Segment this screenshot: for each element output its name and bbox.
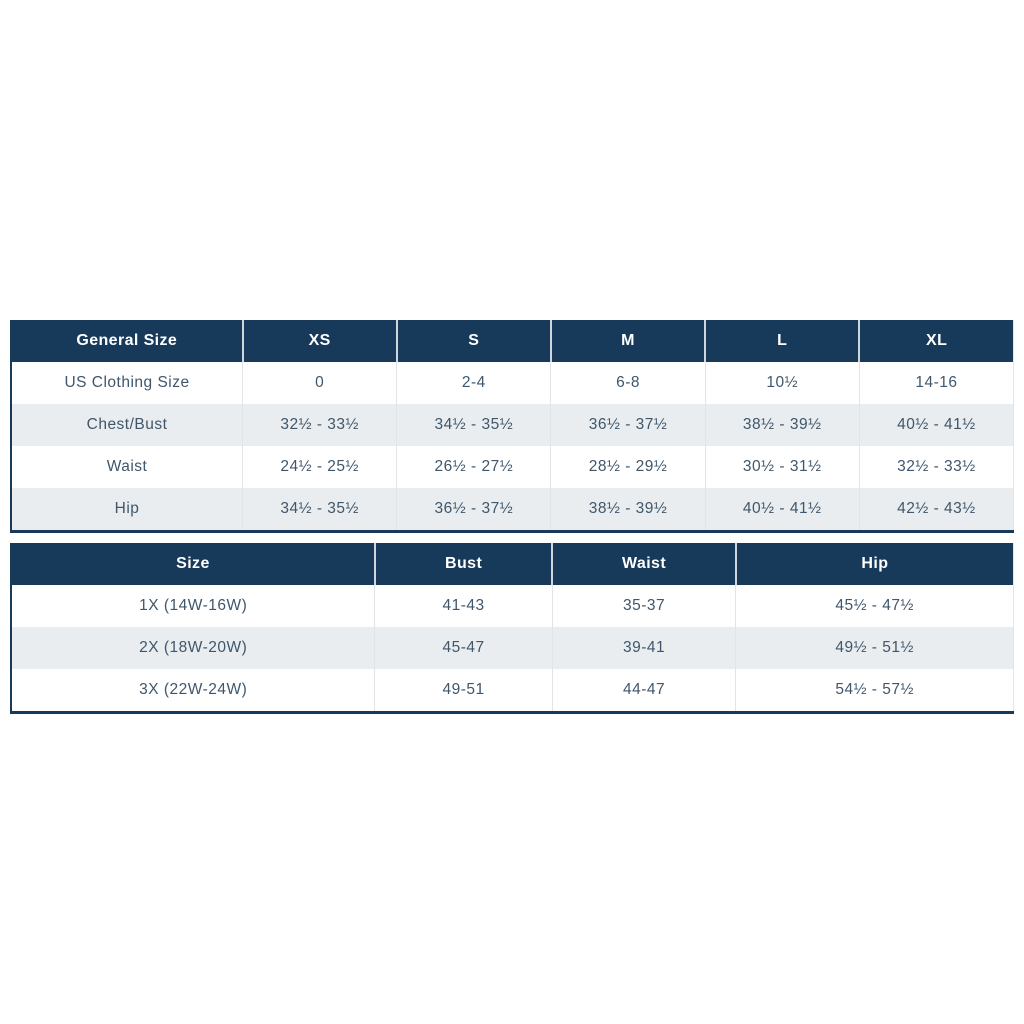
size-cell: 34½ - 35½ xyxy=(242,488,398,532)
size-cell: 44-47 xyxy=(552,669,737,713)
column-header: S xyxy=(396,320,552,362)
table-row: 1X (14W-16W) 41-43 35-37 45½ - 47½ xyxy=(11,585,1014,627)
size-cell: 35-37 xyxy=(552,585,737,627)
size-cell: 41-43 xyxy=(374,585,553,627)
size-cell: 40½ - 41½ xyxy=(705,488,860,532)
size-cell: 0 xyxy=(242,362,398,404)
size-cell: 40½ - 41½ xyxy=(859,404,1014,446)
size-cell: 49-51 xyxy=(374,669,553,713)
size-cell: 34½ - 35½ xyxy=(396,404,552,446)
size-cell: 26½ - 27½ xyxy=(396,446,552,488)
size-cell: 28½ - 29½ xyxy=(550,446,706,488)
size-cell: 54½ - 57½ xyxy=(735,669,1014,713)
table-row: 2X (18W-20W) 45-47 39-41 49½ - 51½ xyxy=(11,627,1014,669)
table-row: Waist 24½ - 25½ 26½ - 27½ 28½ - 29½ 30½ - 31… xyxy=(11,446,1014,488)
size-cell: 39-41 xyxy=(552,627,737,669)
size-cell: 38½ - 39½ xyxy=(705,404,860,446)
size-charts-section: General Size XS S M L XL US Clothing Size 0 2-4 6… xyxy=(10,320,1014,714)
column-header: XL xyxy=(859,320,1014,362)
column-header: XS xyxy=(242,320,398,362)
size-cell: 30½ - 31½ xyxy=(705,446,860,488)
size-cell: 32½ - 33½ xyxy=(859,446,1014,488)
size-cell: 36½ - 37½ xyxy=(396,488,552,532)
general-size-table: General Size XS S M L XL US Clothing Size 0 2-4 6… xyxy=(10,320,1014,533)
size-cell: 38½ - 39½ xyxy=(550,488,706,532)
size-cell: 49½ - 51½ xyxy=(735,627,1014,669)
column-header: Hip xyxy=(735,543,1014,585)
size-cell: 6-8 xyxy=(550,362,706,404)
table-row: US Clothing Size 0 2-4 6-8 10½ 14-16 xyxy=(11,362,1014,404)
row-label: 3X (22W-24W) xyxy=(11,669,376,713)
row-label: 2X (18W-20W) xyxy=(11,627,376,669)
table-row: 3X (22W-24W) 49-51 44-47 54½ - 57½ xyxy=(11,669,1014,713)
column-header: General Size xyxy=(11,320,244,362)
row-label: Waist xyxy=(11,446,244,488)
size-cell: 24½ - 25½ xyxy=(242,446,398,488)
row-label: 1X (14W-16W) xyxy=(11,585,376,627)
size-cell: 42½ - 43½ xyxy=(859,488,1014,532)
row-label: US Clothing Size xyxy=(11,362,244,404)
table-row: Chest/Bust 32½ - 33½ 34½ - 35½ 36½ - 37½ 38½… xyxy=(11,404,1014,446)
row-label: Chest/Bust xyxy=(11,404,244,446)
table-row: Hip 34½ - 35½ 36½ - 37½ 38½ - 39½ 40½ - 41½ 4… xyxy=(11,488,1014,532)
column-header: L xyxy=(705,320,861,362)
column-header: Bust xyxy=(374,543,554,585)
column-header: M xyxy=(550,320,707,362)
header-row: Size Bust Waist Hip xyxy=(11,543,1014,585)
size-cell: 10½ xyxy=(705,362,860,404)
plus-size-table: Size Bust Waist Hip 1X (14W-16W) 41-43 35-37 45… xyxy=(10,543,1014,714)
size-cell: 14-16 xyxy=(859,362,1014,404)
size-cell: 45½ - 47½ xyxy=(735,585,1014,627)
size-cell: 32½ - 33½ xyxy=(242,404,398,446)
size-cell: 2-4 xyxy=(396,362,552,404)
size-cell: 36½ - 37½ xyxy=(550,404,706,446)
column-header: Size xyxy=(11,543,376,585)
size-cell: 45-47 xyxy=(374,627,553,669)
column-header: Waist xyxy=(552,543,737,585)
row-label: Hip xyxy=(11,488,244,532)
header-row: General Size XS S M L XL xyxy=(11,320,1014,362)
